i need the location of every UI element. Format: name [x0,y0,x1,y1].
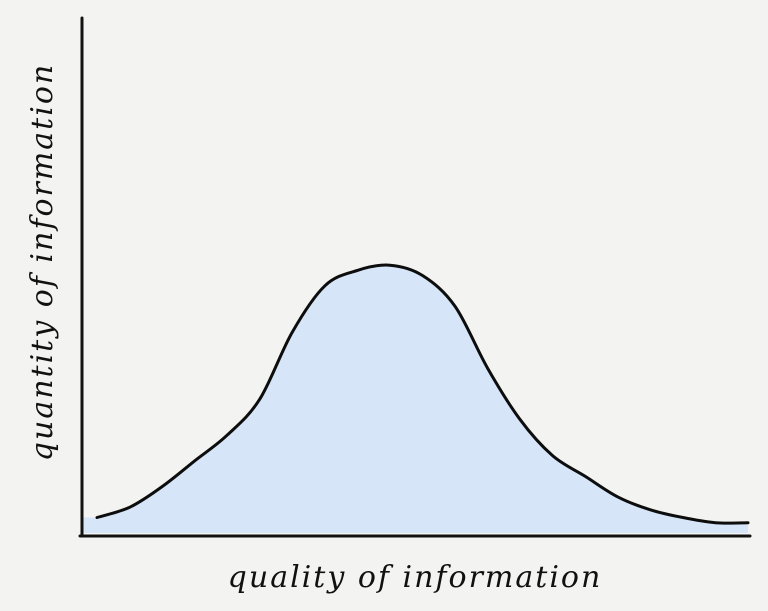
curve-line [95,263,750,525]
curve-area-fill [82,265,748,533]
x-axis-label: quality of information [228,560,603,595]
plot-area [82,263,750,533]
y-axis-label: quantity of information [25,63,60,461]
